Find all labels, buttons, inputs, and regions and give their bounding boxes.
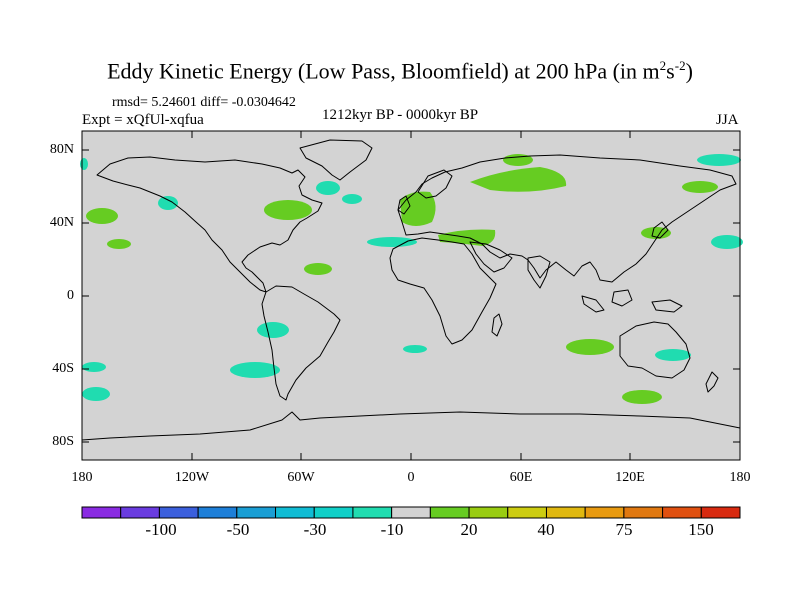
lon-label: 0 xyxy=(407,470,415,485)
colorbar-swatch xyxy=(352,506,393,519)
period-label: 1212kyr BP - 0000kyr BP xyxy=(322,107,479,123)
coastline-british-isles xyxy=(397,195,411,215)
colorbar-label: 40 xyxy=(537,520,555,539)
lat-label: 80S xyxy=(52,434,74,449)
anomaly-patch xyxy=(655,349,691,361)
colorbar-label: 75 xyxy=(615,520,633,539)
anomaly-patch xyxy=(82,362,106,372)
anomaly-layer xyxy=(80,154,743,404)
season-label: JJA xyxy=(716,112,739,128)
coastline-eurasia xyxy=(397,154,737,283)
colorbar-label: -10 xyxy=(380,520,404,539)
colorbar-label: -100 xyxy=(145,520,177,539)
colorbar-swatch xyxy=(429,506,470,519)
title-close: ) xyxy=(685,58,693,84)
anomaly-patch xyxy=(82,387,110,401)
colorbar-swatch xyxy=(391,506,431,519)
anomaly-patch xyxy=(403,345,427,353)
anomaly-patch xyxy=(697,154,741,166)
colorbar-swatch xyxy=(545,506,586,519)
anomaly-patch xyxy=(682,181,718,193)
coastline-new-zealand xyxy=(705,371,719,393)
colorbar-swatch xyxy=(81,506,122,519)
coastline-africa xyxy=(389,237,497,345)
coastlines xyxy=(81,139,741,441)
coastline-south-america xyxy=(261,285,341,401)
colorbar-swatch xyxy=(662,506,702,519)
lat-label: 40S xyxy=(52,361,74,376)
anomaly-patch xyxy=(316,181,340,195)
colorbar-swatch xyxy=(120,506,160,519)
coastline-madagascar xyxy=(491,313,503,337)
lon-label: 60W xyxy=(287,470,315,485)
anomaly-patch xyxy=(711,235,743,249)
anomaly-patch xyxy=(400,191,436,226)
title-s: s xyxy=(666,58,675,84)
anomaly-patch xyxy=(257,322,289,338)
colorbar-swatch xyxy=(507,506,547,519)
colorbar-swatch xyxy=(275,506,315,519)
anomaly-patch xyxy=(566,339,614,355)
colorbar-swatch xyxy=(158,506,199,519)
colorbar-swatch xyxy=(468,506,509,519)
coastline-north-america xyxy=(96,156,323,293)
anomaly-patch xyxy=(470,167,567,192)
lon-label: 120W xyxy=(174,470,210,485)
anomaly-patch xyxy=(230,362,280,378)
lat-label: 0 xyxy=(67,288,74,303)
experiment-label: Expt = xQfUl-xqfua xyxy=(82,112,204,128)
colorbar-label: 150 xyxy=(688,520,714,539)
coastline-japan xyxy=(651,221,669,239)
title-sup-2: -2 xyxy=(674,58,686,73)
title-main: Eddy Kinetic Energy (Low Pass, Bloomfiel… xyxy=(107,58,660,84)
lon-label: 60E xyxy=(509,470,533,485)
anomaly-patch xyxy=(107,239,131,249)
anomaly-patch xyxy=(367,237,417,247)
coastline-borneo xyxy=(611,289,633,307)
colorbar-swatch xyxy=(623,506,664,519)
coastline-new-guinea xyxy=(651,299,683,313)
colorbar-swatch xyxy=(313,506,354,519)
stats-text: rmsd= 5.24601 diff= -0.0304642 xyxy=(112,95,296,110)
coastline-india xyxy=(527,255,551,289)
coastline-sumatra xyxy=(581,295,605,313)
anomaly-patch xyxy=(80,158,88,170)
coastline-antarctica xyxy=(81,411,741,441)
colorbar-swatch xyxy=(236,506,277,519)
coastline-arabia xyxy=(469,241,513,273)
coastline-greenland xyxy=(299,139,373,181)
lon-label: 180 xyxy=(729,470,751,485)
anomaly-patch xyxy=(342,194,362,204)
colorbar-label: -30 xyxy=(303,520,327,539)
lon-label: 180 xyxy=(71,470,93,485)
lat-label: 40N xyxy=(49,215,74,230)
coastline-australia xyxy=(619,321,691,379)
anomaly-patch xyxy=(641,227,671,239)
anomaly-patch xyxy=(158,196,178,210)
anomaly-patch xyxy=(503,154,533,166)
coastline-scandinavia xyxy=(417,169,453,199)
colorbar-swatch xyxy=(584,506,625,519)
anomaly-patch xyxy=(304,263,332,275)
title-sup-1: 2 xyxy=(659,58,667,73)
anomaly-patch xyxy=(86,208,118,224)
colorbar-swatch xyxy=(197,506,238,519)
lon-label: 120E xyxy=(615,470,645,485)
map-background xyxy=(82,131,740,460)
lat-label: 80N xyxy=(49,142,74,157)
colorbar-label: 20 xyxy=(460,520,478,539)
colorbar-label: -50 xyxy=(226,520,250,539)
colorbar xyxy=(81,506,741,519)
anomaly-patch xyxy=(264,200,312,220)
colorbar-swatch xyxy=(700,506,741,519)
chart-title: Eddy Kinetic Energy (Low Pass, Bloomfiel… xyxy=(0,58,800,84)
anomaly-patch xyxy=(622,390,662,404)
axis-ticks xyxy=(82,131,740,460)
